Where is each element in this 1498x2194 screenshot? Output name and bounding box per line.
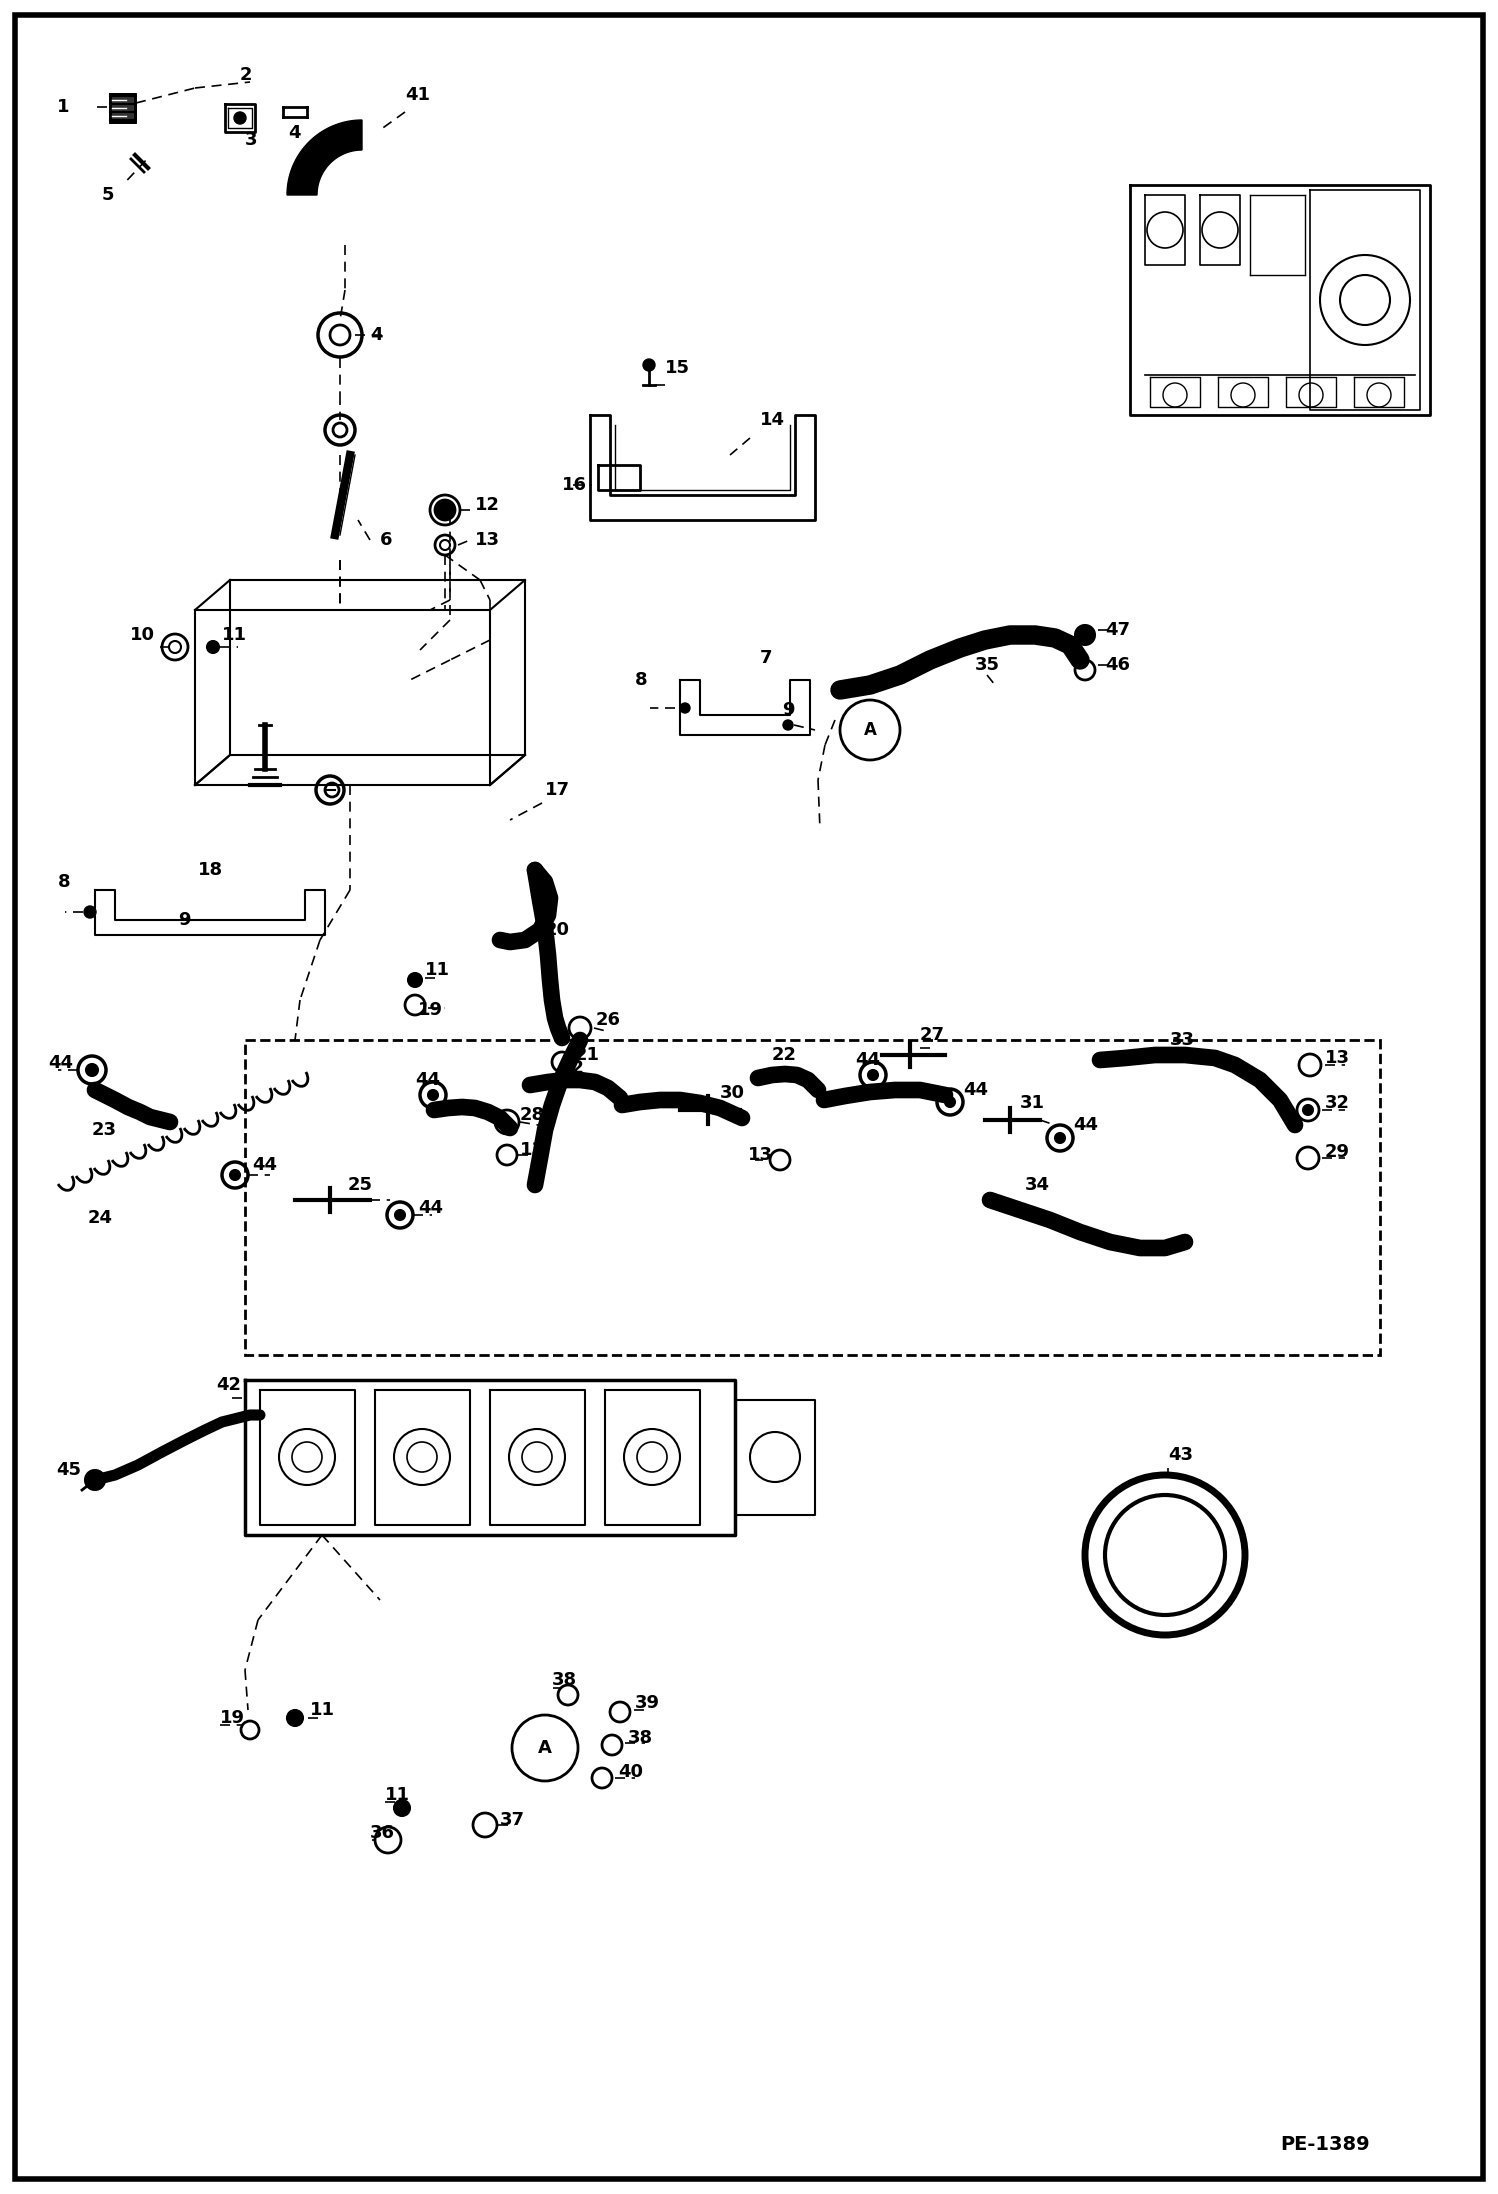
Text: 24: 24 <box>88 1209 112 1226</box>
Text: 13: 13 <box>748 1145 773 1165</box>
Text: 5: 5 <box>102 186 114 204</box>
Circle shape <box>867 1071 878 1079</box>
Text: 41: 41 <box>404 86 430 103</box>
Text: 2: 2 <box>240 66 253 83</box>
Text: 21: 21 <box>575 1047 601 1064</box>
Bar <box>109 94 135 123</box>
Circle shape <box>1303 1106 1314 1115</box>
Text: 9: 9 <box>782 702 794 720</box>
Text: 44: 44 <box>855 1051 879 1068</box>
Text: 13: 13 <box>475 531 500 548</box>
Text: 17: 17 <box>545 781 571 799</box>
Text: A: A <box>538 1740 551 1757</box>
Text: 26: 26 <box>596 1011 622 1029</box>
Text: 32: 32 <box>1326 1095 1350 1112</box>
Text: 8: 8 <box>58 873 70 891</box>
Text: 34: 34 <box>1025 1176 1050 1194</box>
Text: 43: 43 <box>1168 1446 1192 1463</box>
Text: 4: 4 <box>288 125 301 143</box>
Text: 11: 11 <box>385 1786 410 1803</box>
Text: 33: 33 <box>1170 1031 1195 1049</box>
Text: 11: 11 <box>425 961 449 979</box>
Text: 7: 7 <box>759 649 773 667</box>
Circle shape <box>1076 625 1095 645</box>
Text: 25: 25 <box>348 1176 373 1194</box>
Text: 37: 37 <box>500 1810 524 1830</box>
Text: 3: 3 <box>246 132 258 149</box>
Text: 11: 11 <box>310 1700 336 1720</box>
Text: 18: 18 <box>198 860 223 880</box>
Text: 13: 13 <box>1326 1049 1350 1066</box>
Text: 47: 47 <box>1106 621 1129 638</box>
Bar <box>246 1040 1380 1356</box>
Text: 44: 44 <box>48 1053 73 1073</box>
Text: 44: 44 <box>418 1198 443 1218</box>
Circle shape <box>394 1799 410 1817</box>
Circle shape <box>231 1169 240 1180</box>
Circle shape <box>783 720 792 731</box>
Text: 16: 16 <box>562 476 587 494</box>
Circle shape <box>1055 1132 1065 1143</box>
Circle shape <box>85 1470 105 1490</box>
Text: 12: 12 <box>475 496 500 513</box>
Text: 44: 44 <box>415 1071 440 1088</box>
Circle shape <box>288 1709 303 1727</box>
Text: 22: 22 <box>560 1060 586 1077</box>
Text: 45: 45 <box>55 1461 81 1479</box>
Circle shape <box>945 1097 956 1108</box>
Text: A: A <box>863 722 876 739</box>
Text: 44: 44 <box>963 1082 989 1099</box>
Text: 38: 38 <box>628 1729 653 1746</box>
Text: 10: 10 <box>130 625 154 645</box>
Text: 6: 6 <box>380 531 392 548</box>
Circle shape <box>85 1064 97 1075</box>
Text: 44: 44 <box>252 1156 277 1174</box>
Text: 11: 11 <box>222 625 247 645</box>
Text: 29: 29 <box>1326 1143 1350 1161</box>
Circle shape <box>428 1090 437 1099</box>
Text: 36: 36 <box>370 1823 395 1843</box>
Circle shape <box>234 112 246 125</box>
Circle shape <box>84 906 96 917</box>
Text: PE-1389: PE-1389 <box>1281 2135 1371 2155</box>
Text: 1: 1 <box>57 99 69 116</box>
Text: 44: 44 <box>1073 1117 1098 1134</box>
Text: 20: 20 <box>545 921 571 939</box>
Text: 35: 35 <box>975 656 1001 674</box>
Text: 38: 38 <box>551 1672 577 1689</box>
Text: 40: 40 <box>619 1764 643 1782</box>
Text: 30: 30 <box>721 1084 745 1101</box>
Text: 9: 9 <box>178 911 190 928</box>
Text: 19: 19 <box>418 1000 443 1018</box>
Text: 4: 4 <box>370 327 382 344</box>
Text: 15: 15 <box>665 360 691 377</box>
Polygon shape <box>288 121 363 195</box>
Text: 27: 27 <box>920 1027 945 1044</box>
Text: 22: 22 <box>771 1047 797 1064</box>
Text: 14: 14 <box>759 410 785 430</box>
Text: 31: 31 <box>1020 1095 1046 1112</box>
Circle shape <box>407 972 422 987</box>
Text: 23: 23 <box>91 1121 117 1139</box>
Circle shape <box>207 641 219 654</box>
Circle shape <box>434 500 455 520</box>
Text: 19: 19 <box>220 1709 246 1727</box>
Text: 42: 42 <box>216 1376 241 1393</box>
Text: 13: 13 <box>520 1141 545 1158</box>
Circle shape <box>643 360 655 371</box>
Text: 39: 39 <box>635 1694 661 1711</box>
Text: 8: 8 <box>635 671 647 689</box>
Circle shape <box>395 1211 404 1220</box>
Circle shape <box>680 702 691 713</box>
Text: 46: 46 <box>1106 656 1129 674</box>
Text: 28: 28 <box>520 1106 545 1123</box>
